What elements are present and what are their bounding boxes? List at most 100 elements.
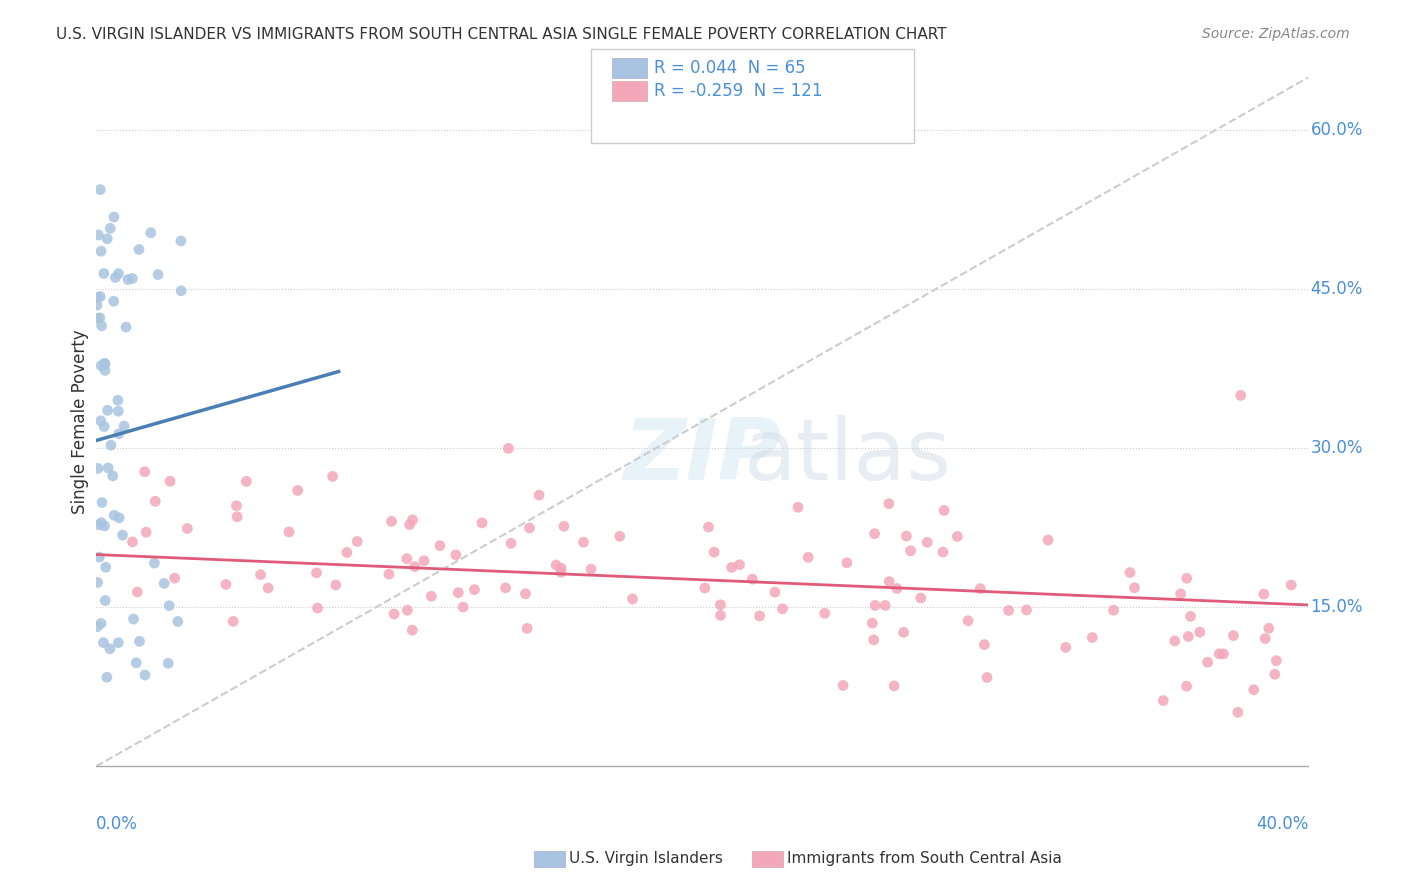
Point [471, 516, 494, 530]
Text: 40.0%: 40.0% [1256, 814, 1308, 832]
Point [90, 616, 112, 631]
Point [814, 607, 837, 621]
Point [97, 403, 120, 417]
Point [103, 294, 125, 309]
Point [886, 582, 908, 596]
Text: 60.0%: 60.0% [1310, 121, 1362, 139]
Point [86, 298, 108, 312]
Point [515, 587, 537, 601]
Point [170, 284, 193, 298]
Text: ZIP: ZIP [623, 415, 780, 498]
Point [772, 602, 794, 616]
Point [527, 488, 550, 502]
Point [910, 591, 932, 605]
Point [87, 461, 110, 475]
Point [111, 528, 134, 542]
Point [307, 601, 329, 615]
Point [107, 404, 129, 418]
Point [170, 234, 193, 248]
Point [336, 545, 359, 559]
Point [121, 535, 143, 549]
Point [763, 585, 786, 599]
Point [157, 657, 180, 671]
Point [447, 585, 470, 599]
Point [226, 509, 249, 524]
Point [89, 289, 111, 303]
Point [115, 320, 138, 334]
Point [90, 414, 112, 428]
Point [875, 599, 897, 613]
Point [90, 516, 112, 530]
Point [135, 525, 157, 540]
Point [287, 483, 309, 498]
Point [87, 227, 110, 242]
Point [957, 614, 980, 628]
Point [89, 550, 111, 565]
Point [127, 585, 149, 599]
Point [153, 576, 176, 591]
Point [86, 290, 108, 304]
Point [157, 599, 180, 613]
Point [1036, 533, 1059, 547]
Point [1264, 667, 1286, 681]
Text: 15.0%: 15.0% [1310, 599, 1364, 616]
Point [976, 671, 998, 685]
Point [835, 556, 858, 570]
Point [93, 419, 115, 434]
Text: 0.0%: 0.0% [96, 814, 138, 832]
Point [1222, 628, 1244, 642]
Point [401, 513, 423, 527]
Point [709, 608, 731, 623]
Text: Immigrants from South Central Asia: Immigrants from South Central Asia [787, 852, 1063, 866]
Point [969, 582, 991, 596]
Point [883, 679, 905, 693]
Point [1180, 609, 1202, 624]
Point [401, 623, 423, 637]
Point [86, 620, 108, 634]
Point [621, 592, 644, 607]
Point [900, 544, 922, 558]
Point [101, 468, 124, 483]
Point [108, 426, 131, 441]
Text: atlas: atlas [744, 415, 952, 498]
Point [257, 581, 280, 595]
Point [498, 442, 520, 456]
Point [553, 519, 575, 533]
Point [1123, 581, 1146, 595]
Point [107, 393, 129, 408]
Point [398, 517, 420, 532]
Point [787, 500, 810, 515]
Point [1015, 603, 1038, 617]
Point [305, 566, 328, 580]
Point [1208, 647, 1230, 661]
Point [143, 494, 166, 508]
Point [932, 545, 955, 559]
Point [93, 519, 115, 533]
Point [1175, 679, 1198, 693]
Point [1226, 706, 1249, 720]
Point [495, 581, 517, 595]
Point [893, 625, 915, 640]
Point [90, 244, 112, 259]
Point [322, 469, 344, 483]
Point [413, 554, 436, 568]
Text: 30.0%: 30.0% [1310, 440, 1364, 458]
Point [94, 363, 117, 377]
Point [396, 603, 419, 617]
Point [94, 357, 117, 371]
Point [86, 575, 108, 590]
Point [1175, 571, 1198, 585]
Point [404, 559, 426, 574]
Text: Source: ZipAtlas.com: Source: ZipAtlas.com [1202, 27, 1350, 41]
Point [860, 616, 883, 631]
Point [693, 581, 716, 595]
Text: U.S. Virgin Islanders: U.S. Virgin Islanders [569, 852, 723, 866]
Point [103, 508, 125, 523]
Point [215, 577, 238, 591]
Point [93, 635, 115, 649]
Point [863, 599, 886, 613]
Point [832, 678, 855, 692]
Point [128, 634, 150, 648]
Point [94, 593, 117, 607]
Point [946, 529, 969, 543]
